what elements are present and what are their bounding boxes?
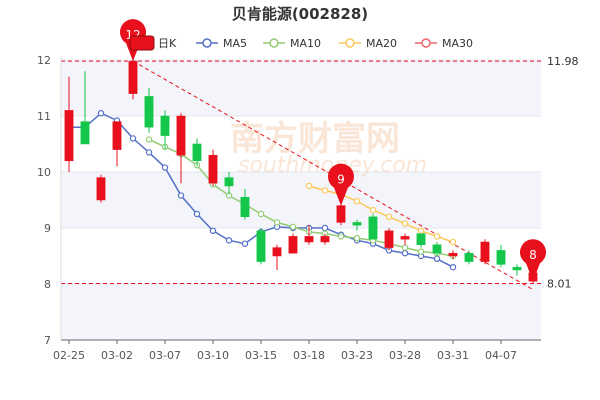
candle-body bbox=[496, 250, 506, 265]
reference-line-label: 11.98 bbox=[547, 55, 579, 68]
ma-point-ma20 bbox=[417, 227, 425, 234]
ma-point-ma10 bbox=[353, 234, 361, 242]
x-tick-label: 03-07 bbox=[149, 349, 181, 362]
candle-body bbox=[144, 96, 154, 128]
legend-icon-dot bbox=[421, 38, 431, 48]
candle-body bbox=[176, 115, 186, 156]
ma-point-ma5 bbox=[177, 192, 185, 199]
y-tick-label: 9 bbox=[44, 222, 51, 235]
ma-point-ma20 bbox=[433, 233, 441, 240]
ma-point-ma20 bbox=[353, 197, 361, 205]
candle-body bbox=[384, 230, 394, 248]
candle-body bbox=[256, 230, 266, 262]
y-tick-label: 11 bbox=[37, 110, 51, 123]
legend-icon-dot bbox=[202, 38, 212, 48]
ma-point-ma20 bbox=[449, 238, 457, 246]
candle-body bbox=[96, 177, 106, 201]
reference-line-label: 8.01 bbox=[547, 277, 572, 290]
ma-point-ma5 bbox=[241, 240, 249, 247]
legend-icon-dot bbox=[269, 38, 279, 48]
candle-body bbox=[112, 121, 122, 150]
candle-body bbox=[272, 247, 282, 257]
legend-icon-dot bbox=[345, 38, 355, 48]
price-pin-marker bbox=[328, 163, 355, 206]
ma-point-ma5 bbox=[161, 164, 169, 171]
price-pin-label: 8 bbox=[529, 248, 537, 262]
x-tick-label: 03-02 bbox=[101, 349, 133, 362]
ma-point-ma10 bbox=[273, 219, 281, 226]
legend-label: MA20 bbox=[366, 37, 397, 50]
candle-body bbox=[208, 154, 218, 184]
candle-body bbox=[448, 252, 458, 257]
x-tick-label: 02-25 bbox=[53, 349, 85, 362]
candle-body bbox=[400, 236, 410, 240]
y-tick-label: 7 bbox=[44, 334, 51, 347]
x-tick-label: 03-28 bbox=[389, 349, 421, 362]
candle-body bbox=[128, 60, 138, 94]
candle-body bbox=[80, 121, 90, 145]
candle-body bbox=[224, 177, 234, 187]
candle-body bbox=[368, 216, 378, 240]
ma-point-ma10 bbox=[417, 248, 425, 255]
ma-point-ma5 bbox=[433, 255, 441, 262]
ma-point-ma10 bbox=[145, 136, 153, 143]
ma-point-ma20 bbox=[305, 182, 313, 190]
ma-point-ma5 bbox=[145, 149, 153, 156]
candle-body bbox=[304, 236, 314, 243]
ma-point-ma5 bbox=[401, 249, 409, 257]
x-tick-label: 03-15 bbox=[245, 349, 277, 362]
ma-point-ma5 bbox=[129, 135, 137, 142]
ma-point-ma20 bbox=[321, 187, 329, 194]
plot-band bbox=[61, 172, 541, 228]
candle-body bbox=[416, 233, 426, 246]
candle-body bbox=[336, 205, 346, 223]
x-tick-label: 04-07 bbox=[485, 349, 517, 362]
ma-point-ma5 bbox=[97, 109, 105, 117]
x-tick-label: 03-23 bbox=[341, 349, 373, 362]
candle-body bbox=[432, 244, 442, 254]
legend-icon-candle bbox=[129, 35, 155, 51]
ma-point-ma10 bbox=[401, 244, 409, 251]
ma-point-ma5 bbox=[449, 264, 457, 271]
plot-band bbox=[61, 284, 541, 340]
candle-body bbox=[464, 252, 474, 262]
y-tick-label: 8 bbox=[44, 278, 51, 291]
legend-label: MA5 bbox=[223, 37, 247, 50]
ma-line-ma20 bbox=[308, 185, 454, 243]
ma-point-ma5 bbox=[321, 224, 329, 232]
candle-body bbox=[288, 236, 298, 254]
ma-point-ma10 bbox=[337, 233, 345, 240]
ma-point-ma20 bbox=[385, 213, 393, 220]
ma-point-ma10 bbox=[257, 210, 265, 218]
candle-body bbox=[240, 196, 250, 218]
ma-point-ma20 bbox=[401, 220, 409, 227]
ma-point-ma20 bbox=[369, 206, 377, 214]
candle-body bbox=[512, 266, 522, 271]
x-tick-label: 03-18 bbox=[293, 349, 325, 362]
legend-label: MA30 bbox=[442, 37, 473, 50]
candle-body bbox=[352, 222, 362, 226]
y-tick-label: 10 bbox=[37, 166, 51, 179]
candle-body bbox=[160, 115, 170, 136]
price-pin-label: 9 bbox=[337, 173, 345, 187]
ma-point-ma5 bbox=[225, 237, 233, 244]
y-tick-label: 12 bbox=[37, 54, 51, 67]
plot-band bbox=[61, 60, 541, 116]
candle-body bbox=[480, 241, 490, 262]
watermark: 南方财富网 bbox=[230, 119, 400, 159]
legend-label: 日K bbox=[158, 37, 177, 50]
x-tick-label: 03-31 bbox=[437, 349, 469, 362]
ma-point-ma5 bbox=[209, 227, 217, 234]
chart-title: 贝肯能源(002828) bbox=[232, 5, 368, 23]
candle-body bbox=[64, 110, 74, 162]
candle-body bbox=[320, 236, 330, 243]
legend-label: MA10 bbox=[290, 37, 321, 50]
ma-point-ma10 bbox=[289, 223, 297, 231]
candle-body bbox=[192, 143, 202, 162]
x-tick-label: 03-10 bbox=[197, 349, 229, 362]
price-pin-marker bbox=[519, 239, 546, 282]
ma-point-ma5 bbox=[193, 210, 201, 218]
